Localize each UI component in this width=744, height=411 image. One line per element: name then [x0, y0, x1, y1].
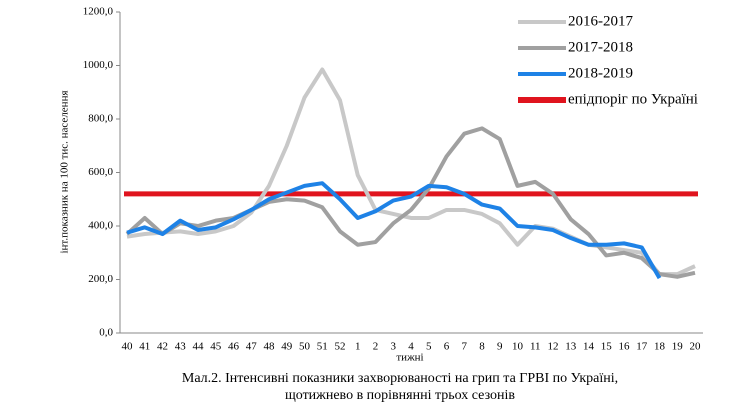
- x-tick-label: 44: [193, 341, 205, 353]
- x-tick-label: 43: [175, 341, 187, 353]
- x-tick-label: 16: [619, 341, 631, 353]
- y-tick-label: 0,0: [99, 327, 113, 339]
- x-tick-label: 19: [672, 341, 684, 353]
- x-tick-label: 42: [157, 341, 168, 353]
- y-tick-label: 600,0: [88, 166, 113, 178]
- y-tick-label: 1200,0: [83, 6, 114, 18]
- x-tick-label: 17: [636, 341, 648, 353]
- x-tick-label: 10: [512, 341, 524, 353]
- series-line: [125, 126, 696, 279]
- x-tick-label: 51: [317, 341, 328, 353]
- y-tick-label: 1000,0: [83, 59, 114, 71]
- x-tick-label: 40: [122, 341, 134, 353]
- x-tick-label: 15: [601, 341, 613, 353]
- y-axis-label: інт.показник на 100 тис. населення: [59, 90, 71, 253]
- x-tick-label: 18: [654, 341, 666, 353]
- x-tick-label: 9: [497, 341, 503, 353]
- legend-label: 2016-2017: [568, 13, 633, 29]
- caption: щотижнево в порівнянні трьох сезонів: [285, 388, 515, 403]
- x-tick-label: 45: [210, 341, 222, 353]
- x-tick-label: 13: [565, 341, 577, 353]
- x-tick-label: 2: [373, 341, 379, 353]
- x-tick-label: 14: [583, 341, 595, 353]
- y-tick-label: 400,0: [88, 220, 113, 232]
- legend-label: епідпоріг по Україні: [568, 91, 698, 107]
- legend-label: 2018-2019: [568, 65, 633, 81]
- x-axis-label: тижні: [396, 352, 423, 364]
- x-tick-label: 46: [228, 341, 240, 353]
- x-tick-label: 5: [426, 341, 432, 353]
- x-tick-label: 3: [391, 341, 397, 353]
- x-tick-label: 7: [462, 341, 468, 353]
- x-tick-label: 1: [355, 341, 361, 353]
- y-tick-label: 800,0: [88, 113, 113, 125]
- x-tick-label: 50: [299, 341, 311, 353]
- x-tick-label: 4: [408, 341, 414, 353]
- x-tick-label: 20: [690, 341, 702, 353]
- x-tick-label: 12: [548, 341, 559, 353]
- y-tick-label: 200,0: [88, 273, 113, 285]
- x-tick-label: 41: [139, 341, 150, 353]
- x-tick-label: 49: [281, 341, 293, 353]
- series-line: [126, 181, 662, 280]
- x-tick-label: 52: [335, 341, 346, 353]
- legend-label: 2017-2018: [568, 39, 633, 55]
- caption: Мал.2. Інтенсивні показники захворюванос…: [182, 371, 618, 386]
- x-tick-label: 47: [246, 341, 258, 353]
- x-tick-label: 48: [264, 341, 276, 353]
- x-tick-label: 11: [530, 341, 541, 353]
- x-tick-label: 8: [479, 341, 485, 353]
- x-tick-label: 6: [444, 341, 450, 353]
